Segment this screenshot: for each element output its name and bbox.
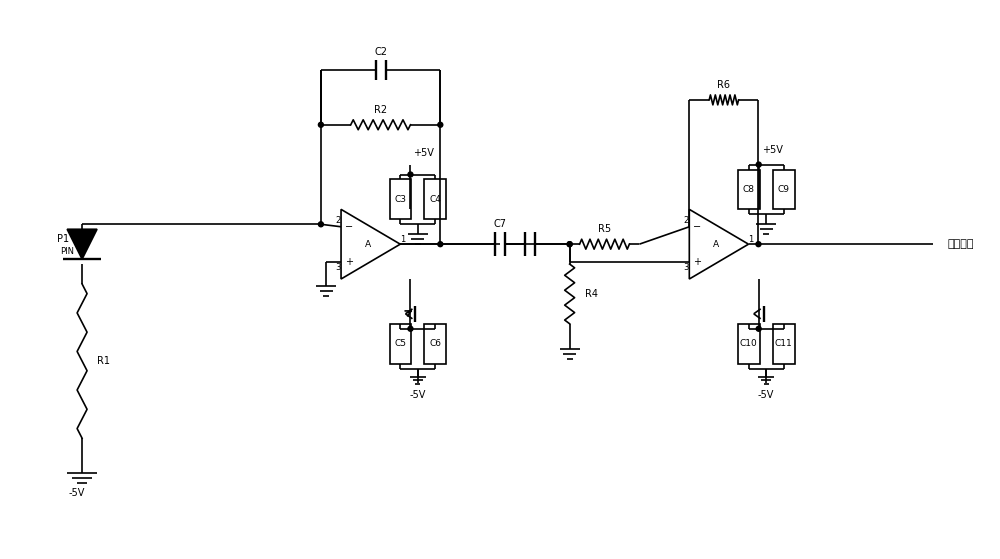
- Text: R6: R6: [717, 80, 730, 90]
- Bar: [390, 179, 411, 219]
- Circle shape: [438, 241, 443, 247]
- Circle shape: [567, 241, 572, 247]
- Bar: [773, 169, 795, 210]
- Bar: [773, 324, 795, 363]
- Text: 3: 3: [684, 263, 689, 272]
- Text: 2: 2: [684, 216, 689, 225]
- Text: +5V: +5V: [413, 148, 434, 158]
- Text: C2: C2: [374, 47, 387, 57]
- Text: C11: C11: [775, 339, 792, 348]
- Text: +: +: [693, 257, 701, 267]
- Circle shape: [318, 122, 323, 127]
- Circle shape: [756, 162, 761, 167]
- Text: 2: 2: [335, 216, 341, 225]
- Text: A: A: [365, 240, 371, 249]
- Circle shape: [318, 222, 323, 227]
- Circle shape: [756, 241, 761, 247]
- Text: A: A: [713, 240, 719, 249]
- Bar: [738, 324, 760, 363]
- Text: R4: R4: [585, 289, 598, 299]
- Text: C7: C7: [494, 219, 507, 229]
- Circle shape: [756, 326, 761, 331]
- Text: -5V: -5V: [410, 390, 426, 400]
- Text: +: +: [345, 257, 353, 267]
- Bar: [738, 169, 760, 210]
- Circle shape: [408, 326, 413, 331]
- Text: 3: 3: [335, 263, 341, 272]
- Circle shape: [567, 241, 572, 247]
- Text: 1: 1: [400, 235, 405, 244]
- Text: R2: R2: [374, 105, 387, 115]
- Polygon shape: [67, 229, 97, 259]
- Text: PIN: PIN: [60, 247, 74, 255]
- Circle shape: [408, 172, 413, 177]
- Text: C5: C5: [394, 339, 406, 348]
- Text: C6: C6: [429, 339, 441, 348]
- Text: R1: R1: [97, 356, 110, 366]
- Bar: [424, 324, 446, 363]
- Text: C10: C10: [740, 339, 758, 348]
- Text: -5V: -5V: [758, 390, 774, 400]
- Text: C9: C9: [778, 185, 790, 194]
- Text: 回波通道: 回波通道: [948, 239, 974, 249]
- Text: C4: C4: [429, 195, 441, 204]
- Text: 1: 1: [748, 235, 753, 244]
- Text: −: −: [345, 222, 353, 232]
- Text: P1: P1: [57, 234, 69, 244]
- Text: -5V: -5V: [69, 488, 85, 498]
- Bar: [424, 179, 446, 219]
- Text: +5V: +5V: [762, 145, 783, 155]
- Circle shape: [438, 122, 443, 127]
- Text: −: −: [693, 222, 701, 232]
- Bar: [390, 324, 411, 363]
- Text: C8: C8: [743, 185, 755, 194]
- Text: R5: R5: [598, 224, 611, 234]
- Text: C3: C3: [394, 195, 406, 204]
